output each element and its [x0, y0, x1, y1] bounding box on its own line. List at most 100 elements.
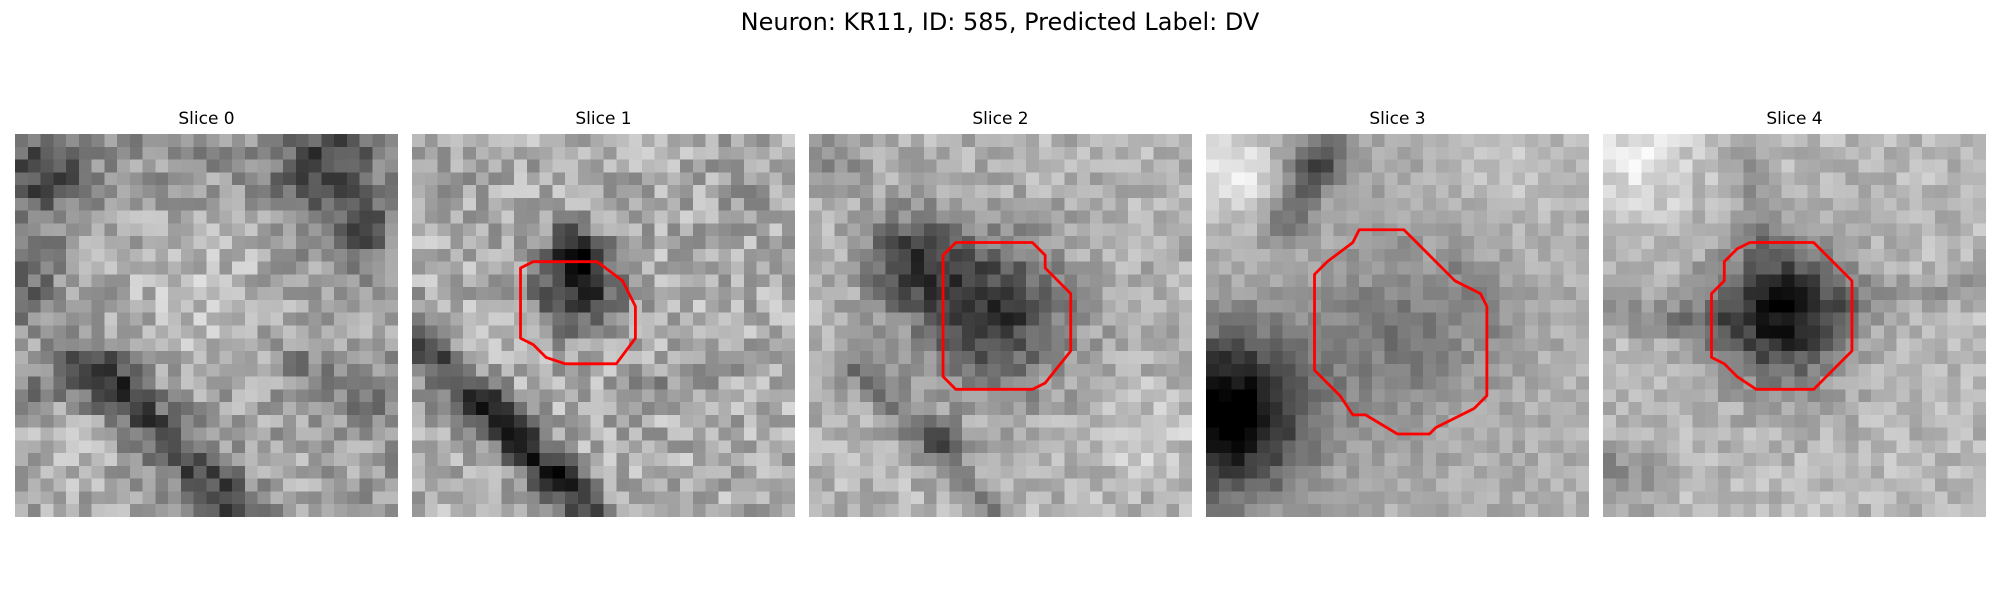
pixel [1308, 134, 1322, 148]
pixel [91, 210, 105, 224]
pixel [1038, 414, 1052, 428]
pixel [53, 299, 67, 313]
pixel [821, 274, 835, 288]
pixel [1102, 440, 1116, 454]
pixel [1871, 440, 1885, 454]
pixel [1512, 427, 1526, 441]
pixel [756, 236, 770, 250]
pixel [1359, 325, 1373, 339]
pixel [539, 376, 553, 390]
pixel [1641, 478, 1655, 492]
pixel [1333, 210, 1347, 224]
pixel [501, 402, 515, 416]
pixel [1896, 453, 1910, 467]
pixel [1615, 274, 1629, 288]
pixel [1628, 376, 1642, 390]
pixel [756, 299, 770, 313]
pixel [1717, 210, 1731, 224]
pixel [1000, 491, 1014, 505]
pixel [1615, 223, 1629, 237]
pixel [1896, 440, 1910, 454]
pixel [756, 351, 770, 365]
pixel [257, 172, 271, 186]
pixel [629, 197, 643, 211]
pixel [1858, 248, 1872, 262]
pixel [1371, 185, 1385, 199]
pixel [731, 299, 745, 313]
pixel [1679, 453, 1693, 467]
pixel [1013, 338, 1027, 352]
pixel [1654, 146, 1668, 160]
pixel [488, 274, 502, 288]
pixel [1384, 185, 1398, 199]
pixel [104, 325, 118, 339]
pixel [743, 223, 757, 237]
pixel [1384, 172, 1398, 186]
pixel [117, 172, 131, 186]
pixel [1666, 261, 1680, 275]
pixel [129, 478, 143, 492]
pixel [1654, 389, 1668, 403]
pixel [1166, 261, 1180, 275]
pixel [641, 402, 655, 416]
pixel [962, 134, 976, 148]
pixel [974, 210, 988, 224]
pixel [1922, 172, 1936, 186]
pixel [1666, 159, 1680, 173]
pixel [450, 236, 464, 250]
pixel [962, 389, 976, 403]
pixel [603, 261, 617, 275]
pixel [1461, 146, 1475, 160]
pixel [1512, 402, 1526, 416]
pixel [219, 376, 233, 390]
pixel [974, 287, 988, 301]
pixel [1206, 402, 1220, 416]
pixel [78, 491, 92, 505]
pixel [1909, 159, 1923, 173]
pixel [1563, 210, 1577, 224]
pixel [1973, 465, 1986, 479]
pixel [565, 491, 579, 505]
pixel [1909, 491, 1923, 505]
pixel [654, 146, 668, 160]
pixel [1359, 376, 1373, 390]
pixel [1896, 414, 1910, 428]
pixel [1371, 146, 1385, 160]
pixel [526, 146, 540, 160]
pixel [949, 453, 963, 467]
pixel [385, 248, 398, 262]
pixel [539, 478, 553, 492]
pixel [539, 236, 553, 250]
pixel [847, 440, 861, 454]
pixel [412, 478, 426, 492]
pixel [680, 146, 694, 160]
pixel [1231, 274, 1245, 288]
pixel [936, 478, 950, 492]
pixel [577, 389, 591, 403]
pixel [962, 478, 976, 492]
pixel [1089, 453, 1103, 467]
pixel [1922, 210, 1936, 224]
pixel [129, 465, 143, 479]
pixel [1257, 389, 1271, 403]
pixel [1756, 287, 1770, 301]
pixel [821, 146, 835, 160]
pixel [244, 440, 258, 454]
pixel [1820, 440, 1834, 454]
pixel [1832, 427, 1846, 441]
pixel [53, 287, 67, 301]
pixel [1384, 287, 1398, 301]
pixel [321, 453, 335, 467]
pixel [1679, 465, 1693, 479]
pixel [334, 376, 348, 390]
pixel [860, 402, 874, 416]
pixel [705, 389, 719, 403]
pixel [1628, 185, 1642, 199]
pixel [1781, 274, 1795, 288]
pixel [1960, 376, 1974, 390]
pixel [1807, 402, 1821, 416]
pixel [1909, 172, 1923, 186]
pixel [232, 402, 246, 416]
pixel [1269, 134, 1283, 148]
pixel [437, 427, 451, 441]
